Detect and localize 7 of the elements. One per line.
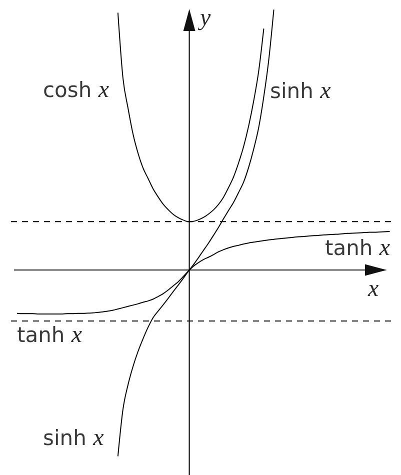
text: tanh x: [17, 322, 82, 348]
text: sinh x: [43, 425, 104, 451]
series-label: sinh x: [270, 78, 332, 104]
x-axis-title: x: [367, 276, 379, 302]
series-label: cosh x: [43, 77, 110, 103]
series-label: tanh x: [325, 235, 390, 261]
y-axis-title: y: [198, 5, 211, 31]
